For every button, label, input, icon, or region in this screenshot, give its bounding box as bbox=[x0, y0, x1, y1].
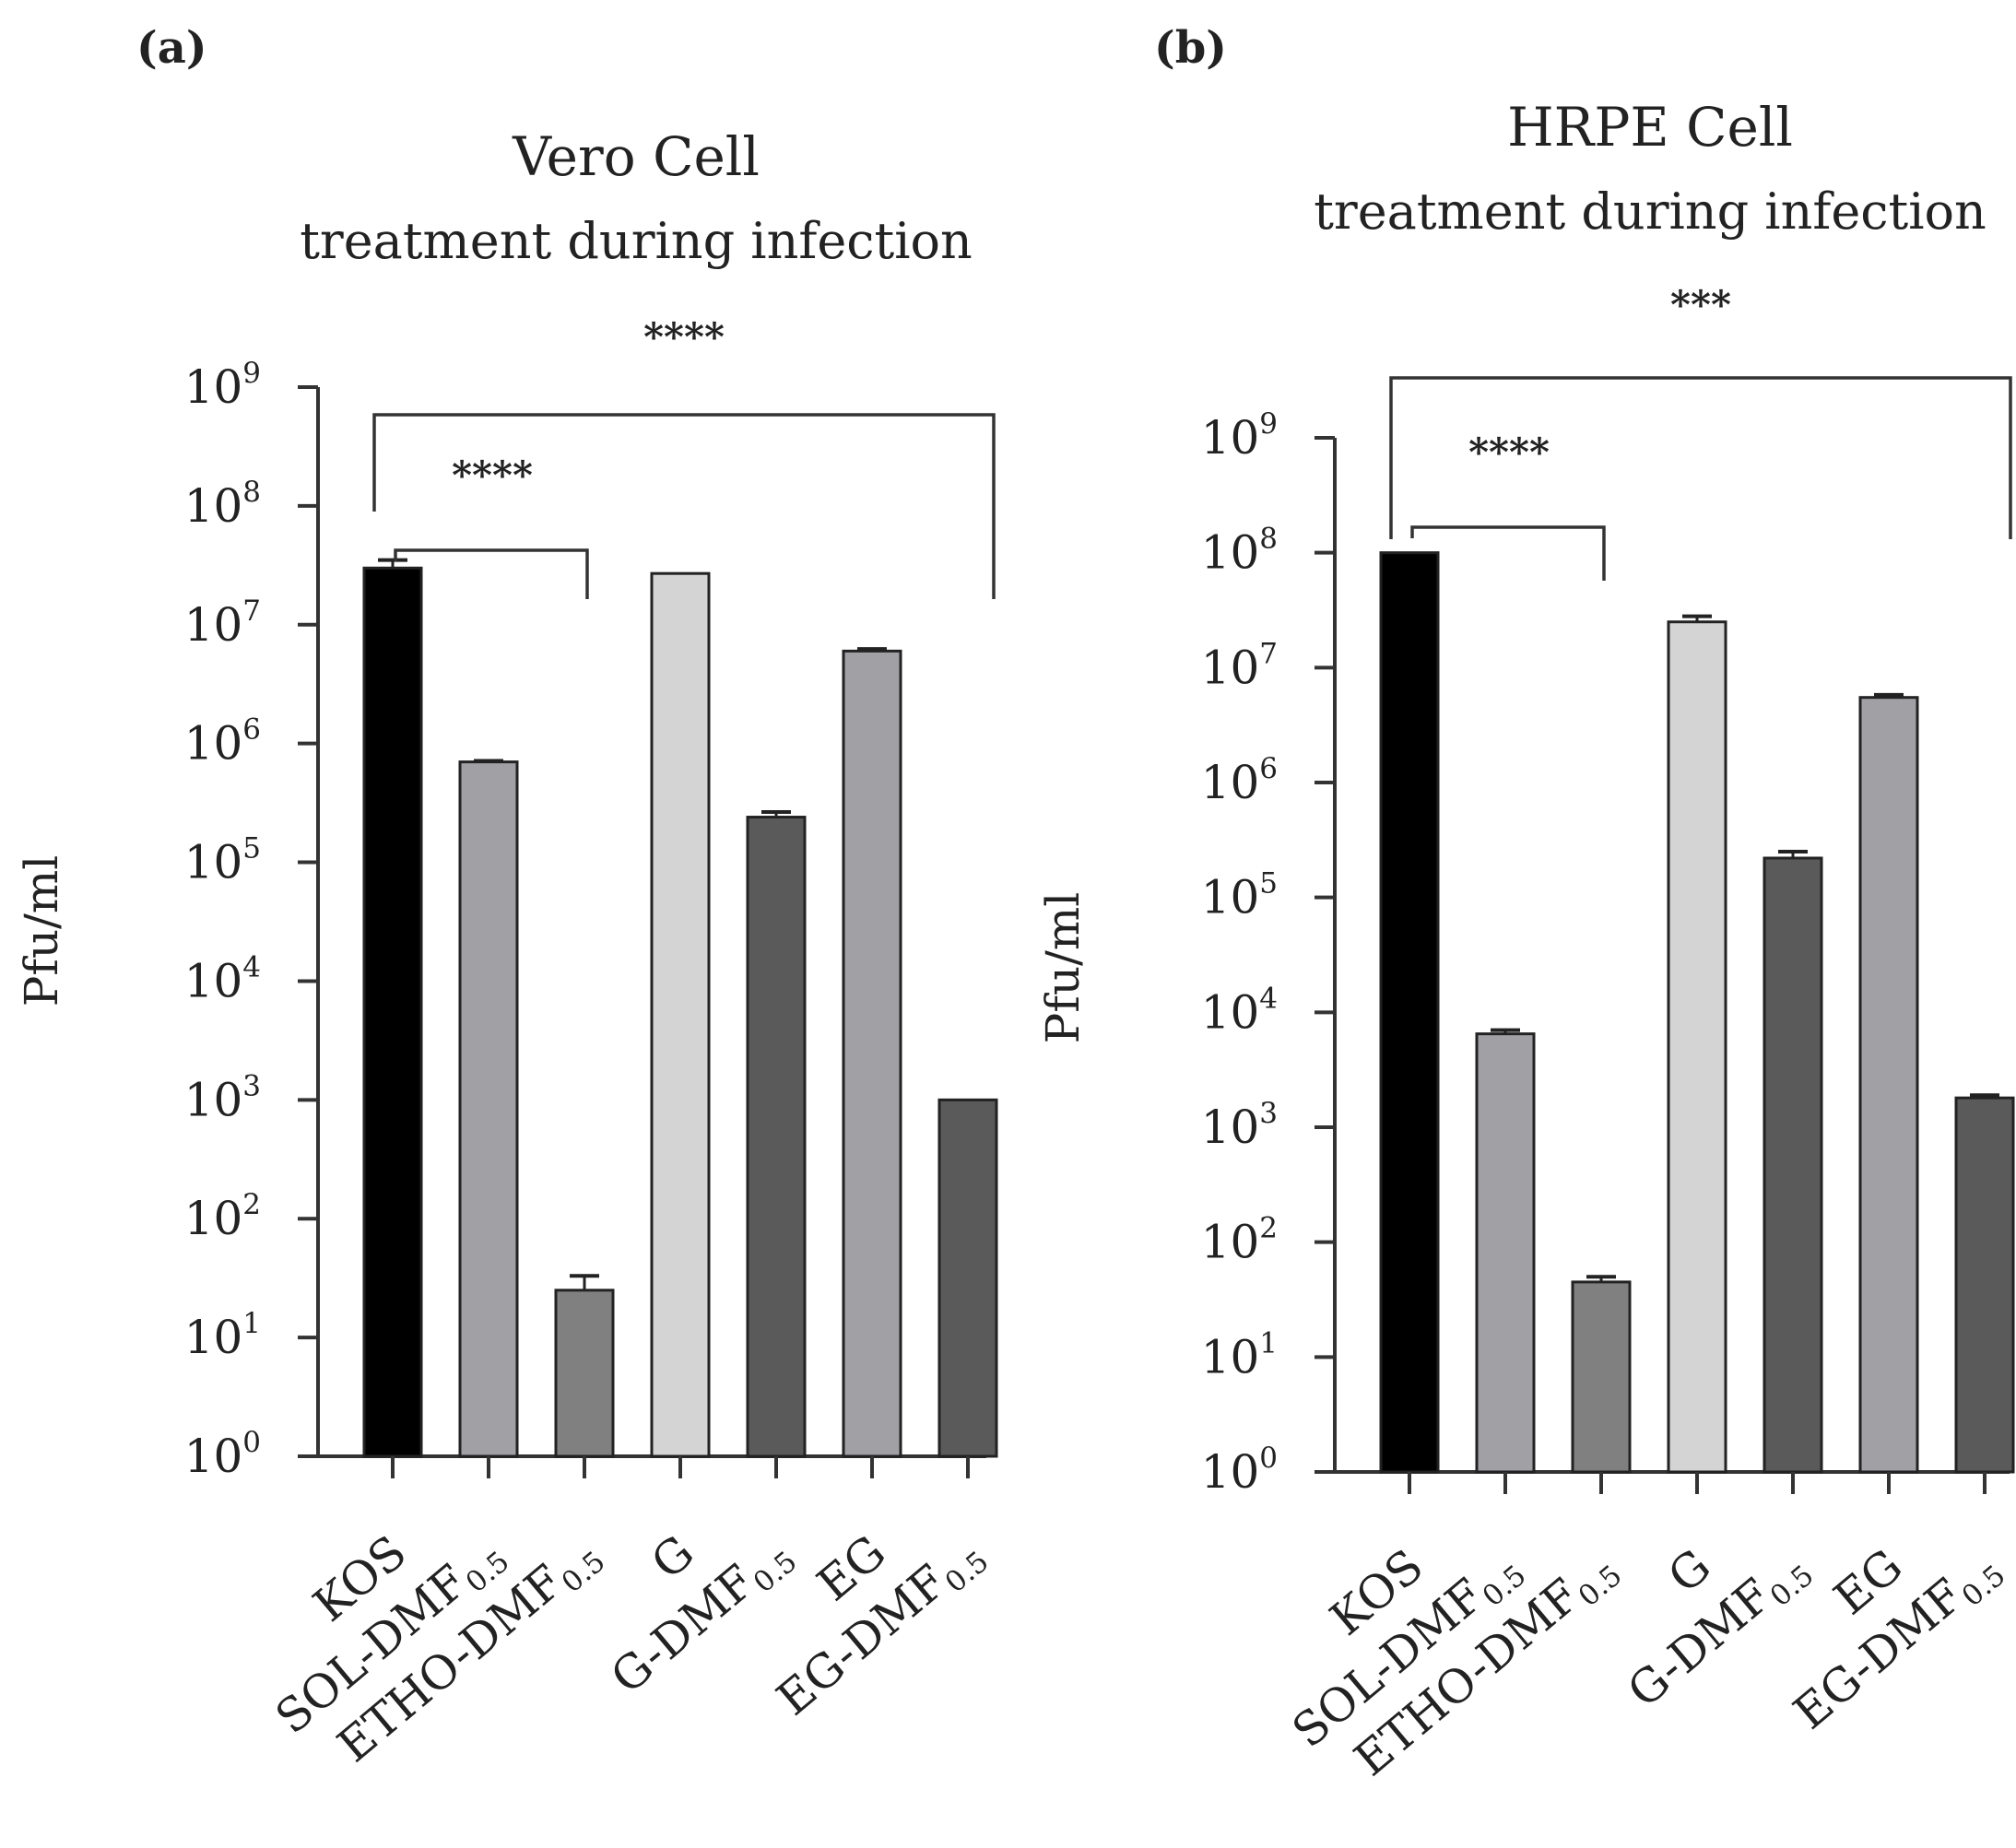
bar-5 bbox=[842, 649, 902, 1458]
y-tick-label: 107 bbox=[1201, 637, 1278, 694]
y-tick-exponent: 6 bbox=[1259, 752, 1278, 785]
significance-bracket-outer bbox=[372, 413, 996, 599]
y-tick-base: 10 bbox=[184, 717, 243, 771]
y-tick-label: 102 bbox=[1201, 1212, 1278, 1269]
bar-4 bbox=[1763, 856, 1823, 1474]
y-tick-exponent: 4 bbox=[242, 950, 261, 983]
y-tick-base: 10 bbox=[184, 479, 243, 533]
y-tick-exponent: 7 bbox=[242, 594, 261, 628]
y-tick-base: 10 bbox=[1201, 1101, 1260, 1154]
y-tick-label: 103 bbox=[184, 1069, 261, 1126]
chart-title: HRPE Cell bbox=[1507, 96, 1793, 159]
x-tick-label: G bbox=[1658, 1539, 1721, 1604]
panel-label: (b) bbox=[1154, 22, 1227, 74]
y-tick-base: 10 bbox=[1201, 871, 1260, 924]
y-tick-exponent: 2 bbox=[242, 1188, 261, 1221]
category-name: G bbox=[1658, 1539, 1721, 1604]
y-tick-exponent: 0 bbox=[242, 1426, 261, 1459]
bar-6 bbox=[937, 1098, 998, 1458]
y-tick-base: 10 bbox=[184, 598, 243, 652]
significance-label-inner: **** bbox=[1468, 430, 1550, 475]
y-tick-label: 109 bbox=[1201, 407, 1278, 465]
bar-6 bbox=[1954, 1096, 2015, 1474]
y-tick-exponent: 1 bbox=[242, 1307, 261, 1340]
y-tick-label: 101 bbox=[184, 1307, 261, 1364]
y-tick-base: 10 bbox=[1201, 1445, 1260, 1499]
y-tick-label: 108 bbox=[1201, 523, 1278, 580]
significance-bracket-inner bbox=[1410, 525, 1606, 581]
y-tick-exponent: 5 bbox=[242, 832, 261, 865]
y-tick-exponent: 0 bbox=[1259, 1442, 1278, 1475]
y-tick-exponent: 8 bbox=[1259, 523, 1278, 556]
y-tick-base: 10 bbox=[1201, 526, 1260, 580]
y-tick-exponent: 2 bbox=[1259, 1212, 1278, 1245]
y-tick-base: 10 bbox=[1201, 756, 1260, 809]
chart-subtitle: treatment during infection bbox=[300, 212, 973, 270]
bar-4 bbox=[746, 816, 807, 1458]
y-tick-base: 10 bbox=[184, 836, 243, 889]
panel-label: (a) bbox=[136, 22, 207, 74]
y-tick-base: 10 bbox=[1201, 411, 1260, 465]
bar-5 bbox=[1858, 696, 1919, 1474]
y-tick-exponent: 6 bbox=[242, 713, 261, 747]
y-tick-base: 10 bbox=[1201, 985, 1260, 1039]
y-tick-label: 101 bbox=[1201, 1326, 1278, 1383]
y-axis-label: Pfu/ml bbox=[15, 855, 68, 1007]
y-tick-base: 10 bbox=[1201, 641, 1260, 694]
bar-3 bbox=[1667, 620, 1727, 1474]
y-tick-exponent: 9 bbox=[1259, 407, 1278, 441]
y-tick-label: 104 bbox=[1201, 982, 1278, 1039]
y-tick-base: 10 bbox=[184, 1192, 243, 1245]
y-tick-exponent: 3 bbox=[1259, 1097, 1278, 1130]
y-tick-label: 104 bbox=[184, 950, 261, 1007]
significance-label-inner: **** bbox=[452, 453, 533, 498]
y-tick-label: 106 bbox=[1201, 752, 1278, 809]
y-axis-label: Pfu/ml bbox=[1036, 892, 1090, 1044]
significance-label-outer: *** bbox=[1670, 282, 1731, 327]
significance-label-outer: **** bbox=[643, 314, 725, 359]
y-tick-base: 10 bbox=[184, 954, 243, 1007]
y-tick-base: 10 bbox=[184, 360, 243, 414]
significance-bracket-outer bbox=[1389, 376, 2012, 539]
y-tick-exponent: 4 bbox=[1259, 982, 1278, 1015]
y-tick-base: 10 bbox=[1201, 1330, 1260, 1383]
y-tick-exponent: 5 bbox=[1259, 867, 1278, 900]
y-tick-label: 102 bbox=[184, 1188, 261, 1245]
y-tick-base: 10 bbox=[184, 1073, 243, 1126]
bar-1 bbox=[1475, 1032, 1536, 1474]
y-tick-label: 106 bbox=[184, 713, 261, 771]
y-tick-label: 100 bbox=[184, 1426, 261, 1483]
y-tick-label: 100 bbox=[1201, 1442, 1278, 1499]
y-tick-base: 10 bbox=[184, 1430, 243, 1483]
y-tick-exponent: 3 bbox=[242, 1069, 261, 1102]
bar-0 bbox=[1379, 551, 1440, 1474]
y-tick-exponent: 1 bbox=[1259, 1326, 1278, 1360]
y-tick-label: 105 bbox=[184, 832, 261, 889]
bar-0 bbox=[362, 566, 423, 1458]
y-tick-label: 105 bbox=[1201, 867, 1278, 924]
chart-subtitle: treatment during infection bbox=[1314, 182, 1987, 241]
y-tick-exponent: 7 bbox=[1259, 637, 1278, 670]
y-tick-base: 10 bbox=[1201, 1216, 1260, 1269]
y-tick-label: 109 bbox=[184, 357, 261, 414]
y-tick-label: 108 bbox=[184, 476, 261, 533]
y-tick-exponent: 9 bbox=[242, 357, 261, 390]
bar-3 bbox=[650, 571, 711, 1458]
significance-bracket-inner bbox=[394, 548, 589, 599]
x-tick-label: G bbox=[642, 1525, 704, 1590]
y-tick-label: 107 bbox=[184, 594, 261, 652]
chart-title: Vero Cell bbox=[512, 125, 760, 188]
y-tick-label: 103 bbox=[1201, 1097, 1278, 1154]
category-name: G bbox=[642, 1525, 704, 1590]
bar-2 bbox=[1571, 1280, 1632, 1474]
y-tick-exponent: 8 bbox=[242, 476, 261, 509]
bar-1 bbox=[458, 760, 519, 1458]
bar-2 bbox=[554, 1289, 615, 1458]
y-tick-base: 10 bbox=[184, 1311, 243, 1364]
